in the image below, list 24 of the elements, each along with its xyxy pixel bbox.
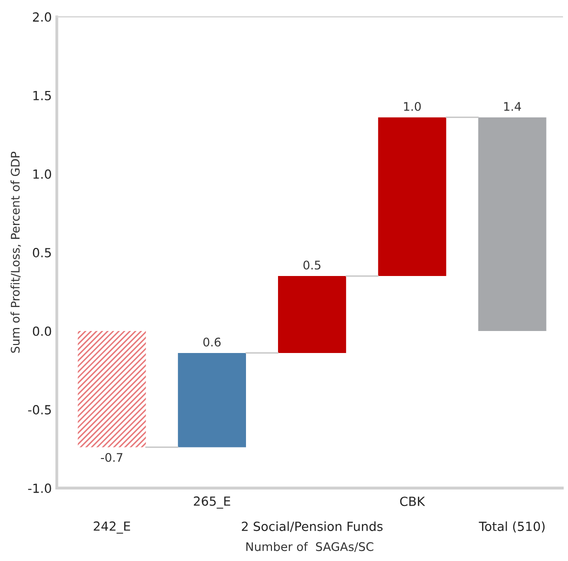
y-tick-label: 2.0 [32, 12, 52, 22]
y-tick-label: 1.5 [33, 91, 51, 100]
x-tick-label: Total (510) [478, 521, 545, 533]
x-tick-label: 2 Social/Pension Funds [242, 521, 383, 532]
x-tick-label: 242_E [94, 521, 130, 534]
data-label: 0.6 [203, 338, 221, 347]
bar [278, 276, 346, 353]
bar [78, 330, 146, 448]
x-tick-label: 265_E [194, 496, 230, 509]
x-tick-label: CBK [400, 496, 426, 506]
bar [178, 352, 246, 448]
bar [378, 117, 446, 276]
bar [478, 117, 546, 331]
data-label: 0.5 [303, 260, 320, 270]
data-label: 1.0 [404, 102, 421, 111]
y-tick-label: 0.0 [32, 326, 52, 336]
data-label: -0.7 [100, 452, 122, 462]
x-axis-title: Number of SAGAs/SC [246, 542, 374, 552]
y-tick-label: -0.5 [28, 405, 51, 414]
y-axis-title: Sum of Profit/Loss, Percent of GDP [10, 152, 21, 353]
data-label: 1.4 [504, 102, 521, 111]
y-tick-label: -1.0 [28, 484, 52, 493]
y-tick-label: 1.0 [33, 169, 52, 179]
y-tick-label: 0.5 [32, 248, 51, 258]
